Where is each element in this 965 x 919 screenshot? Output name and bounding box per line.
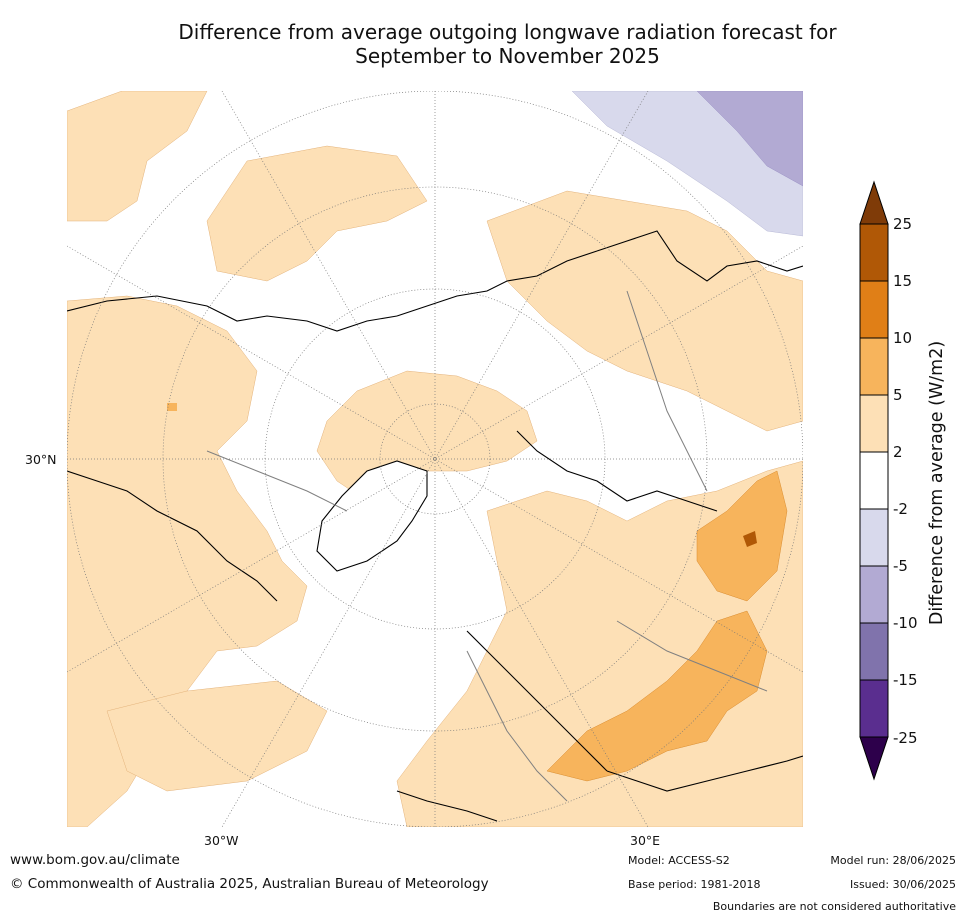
- colorbar-tick-neg15: -15: [893, 671, 918, 689]
- colorbar-tick-15: 15: [893, 272, 913, 290]
- colorbar-bin-10-15: [859, 280, 889, 339]
- colorbar-tick-neg10: -10: [893, 614, 918, 632]
- anomaly-region-pacific-upper: [206, 145, 428, 282]
- anomaly-region-arctic-canada: [316, 370, 538, 502]
- anomaly-region-pacific-west: [67, 295, 308, 827]
- colorbar-bin-neg2-2: [859, 451, 889, 510]
- footer-issued: Issued: 30/06/2025: [849, 878, 956, 891]
- colorbar-tick-neg25: -25: [893, 729, 918, 747]
- colorbar-tick-25: 25: [893, 215, 913, 233]
- anomaly-region-atlantic-north: [67, 91, 208, 222]
- colorbar-tick-5: 5: [893, 386, 903, 404]
- footer-disclaimer: Boundaries are not considered authoritat…: [712, 900, 956, 913]
- anomaly-region-siberia: [486, 190, 803, 432]
- footer-website-link[interactable]: www.bom.gov.au/climate: [10, 852, 180, 868]
- colorbar-extend-low: [859, 736, 889, 781]
- lon-label-30e: 30°E: [630, 833, 661, 848]
- coastlines: [67, 230, 803, 822]
- colorbar-bin-neg10-neg5: [859, 565, 889, 624]
- colorbar-extend-high: [859, 180, 889, 225]
- footer-model: Model: ACCESS-S2: [628, 854, 730, 867]
- title-line-1: Difference from average outgoing longwav…: [178, 20, 837, 44]
- title-line-2: September to November 2025: [355, 44, 660, 68]
- anomaly-region-atlantic-south: [106, 680, 328, 792]
- footer-base-period: Base period: 1981-2018: [628, 878, 761, 891]
- colorbar-bin-neg25-neg15: [859, 679, 889, 738]
- colorbar: [859, 180, 889, 781]
- anomaly-region-pacific-negative: [696, 91, 803, 187]
- colorbar-tick-neg5: -5: [893, 557, 908, 575]
- graticule: [67, 91, 803, 827]
- colorbar-bin-5-10: [859, 337, 889, 396]
- polar-stereographic-map: [67, 91, 803, 827]
- lon-label-30w: 30°W: [204, 833, 239, 848]
- colorbar-tick-2: 2: [893, 443, 903, 461]
- chart-title: Difference from average outgoing longwav…: [0, 20, 965, 68]
- colorbar-title: Difference from average (W/m2): [927, 340, 947, 626]
- colorbar-bin-2-5: [859, 394, 889, 453]
- colorbar-tick-neg2: -2: [893, 500, 908, 518]
- lat-label-30n: 30°N: [25, 452, 57, 467]
- colorbar-bin-15-25: [859, 223, 889, 282]
- anomaly-region-tiny-pacific: [167, 403, 177, 411]
- anomaly-region-mongolia: [696, 470, 788, 602]
- colorbar-bin-neg5-neg2: [859, 508, 889, 567]
- colorbar-tick-10: 10: [893, 329, 913, 347]
- footer-model-run: Model run: 28/06/2025: [830, 854, 956, 867]
- colorbar-bin-neg15-neg10: [859, 622, 889, 681]
- anomaly-region-baikal: [743, 531, 757, 547]
- political-borders: [206, 290, 768, 802]
- footer-copyright: © Commonwealth of Australia 2025, Austra…: [10, 876, 489, 892]
